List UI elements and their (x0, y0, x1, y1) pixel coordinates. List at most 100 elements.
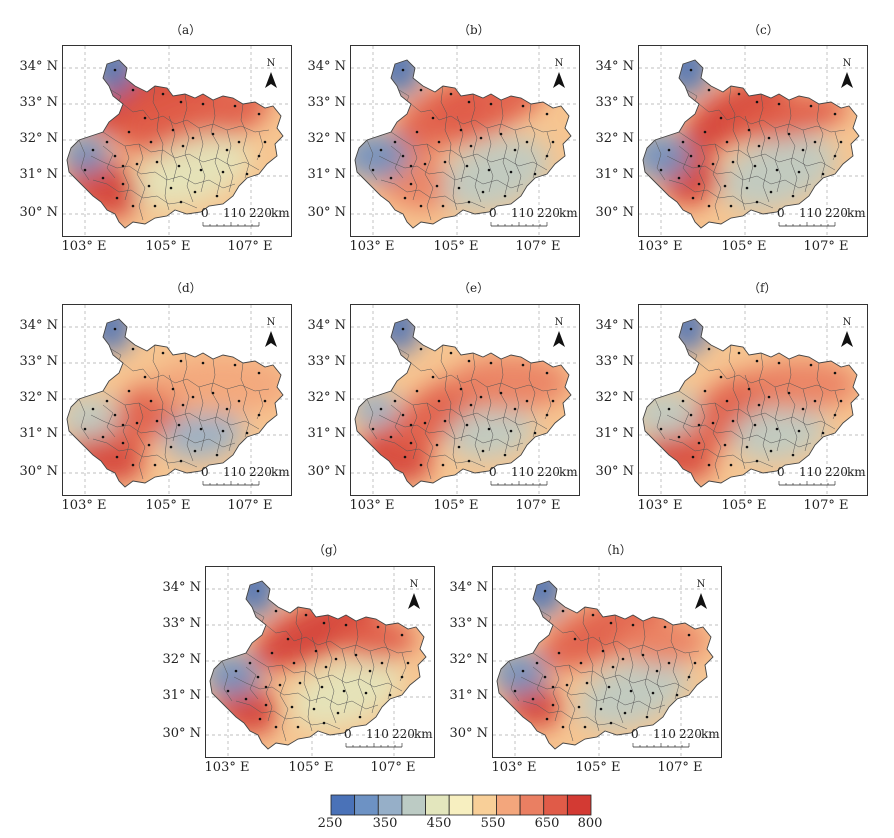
scale-bar-tick-label: 0 (777, 206, 785, 220)
station-point (809, 104, 813, 108)
station-point (113, 68, 117, 72)
station-point (503, 194, 507, 198)
station-point (459, 128, 463, 132)
station-point (457, 186, 461, 190)
county-boundary (122, 145, 130, 201)
county-boundary (378, 155, 524, 189)
county-boundary (182, 352, 194, 462)
north-arrow-icon (265, 331, 277, 347)
north-arrow-icon (553, 331, 565, 347)
county-boundary (152, 344, 170, 470)
station-point (689, 154, 693, 158)
station-point (769, 190, 773, 194)
station-point (113, 327, 117, 331)
station-point (513, 689, 517, 693)
map-frame: N 0 110 220 km (350, 45, 580, 237)
county-boundary (353, 620, 365, 716)
station-point (725, 399, 729, 403)
station-point (839, 399, 843, 403)
latitude-label: 32° N (595, 131, 634, 146)
station-point (551, 703, 555, 707)
latitude-label: 34° N (19, 318, 58, 333)
station-point (675, 693, 679, 697)
station-point (91, 407, 95, 411)
station-point (801, 407, 805, 411)
interpolated-surface (643, 60, 859, 228)
station-point (833, 154, 837, 158)
station-point (545, 154, 549, 158)
latitude-label: 33° N (595, 95, 634, 110)
station-point (521, 669, 525, 673)
panel-label: （a） (170, 23, 202, 37)
station-point (557, 651, 561, 655)
station-point (179, 100, 183, 104)
scale-bar-tick-label: 220 (537, 206, 560, 220)
station-point (131, 463, 135, 467)
station-point (777, 102, 781, 106)
station-point (479, 136, 483, 140)
county-boundary (628, 648, 636, 714)
north-label: N (842, 317, 852, 328)
station-point (199, 168, 203, 172)
station-point (121, 164, 125, 168)
station-point (797, 170, 801, 174)
station-point (457, 445, 461, 449)
station-point (237, 140, 241, 144)
station-point (821, 172, 825, 176)
north-arrow-icon (265, 72, 277, 88)
colorbar-swatch (496, 794, 521, 816)
colorbar-tick-label: 250 (317, 816, 343, 831)
north-arrow-icon (553, 72, 565, 88)
county-boundary (816, 362, 826, 438)
station-point (257, 154, 261, 158)
station-point (747, 128, 751, 132)
station-point (677, 435, 681, 439)
panel-label: （f） (748, 281, 777, 295)
map-canvas (639, 305, 867, 495)
colorbar-tick-label: 550 (480, 816, 506, 831)
station-point (296, 725, 300, 729)
county-boundary (802, 388, 810, 452)
station-point (697, 423, 701, 427)
county-boundary (470, 93, 482, 203)
scale-bar (632, 743, 690, 748)
station-point (191, 136, 195, 140)
station-point (551, 140, 555, 144)
station-point (481, 190, 485, 194)
station-point (147, 184, 151, 188)
station-point (787, 132, 791, 136)
county-boundary (325, 614, 337, 724)
county-boundary (522, 700, 628, 730)
county-boundary (528, 103, 538, 179)
station-point (211, 132, 215, 136)
station-point (155, 160, 159, 164)
station-point (469, 144, 473, 148)
county-boundary (378, 414, 524, 448)
map-canvas (206, 567, 434, 757)
station-point (543, 589, 547, 593)
county-boundary (640, 620, 652, 716)
scale-bar-tick-label: 0 (777, 465, 785, 479)
county-boundary (668, 438, 774, 468)
longitude-label: 103° E (61, 239, 107, 254)
scale-bar (778, 481, 836, 486)
map-canvas (63, 305, 291, 495)
colorbar-swatch (330, 794, 356, 816)
county-boundary (78, 139, 90, 181)
map-canvas (639, 46, 867, 236)
longitude-label: 107° E (370, 760, 416, 775)
interpolated-surface (67, 60, 283, 228)
station-point (215, 453, 219, 457)
station-point (607, 685, 611, 689)
station-point (193, 449, 197, 453)
station-point (409, 182, 413, 186)
station-point (263, 140, 267, 144)
county-boundary (410, 362, 558, 392)
station-point (135, 162, 139, 166)
county-boundary (666, 155, 812, 189)
station-point (707, 88, 711, 92)
station-point (731, 160, 735, 164)
station-point (257, 413, 261, 417)
station-point (777, 361, 781, 365)
station-point (561, 725, 565, 729)
